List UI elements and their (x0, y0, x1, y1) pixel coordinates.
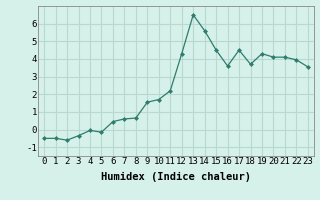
X-axis label: Humidex (Indice chaleur): Humidex (Indice chaleur) (101, 172, 251, 182)
